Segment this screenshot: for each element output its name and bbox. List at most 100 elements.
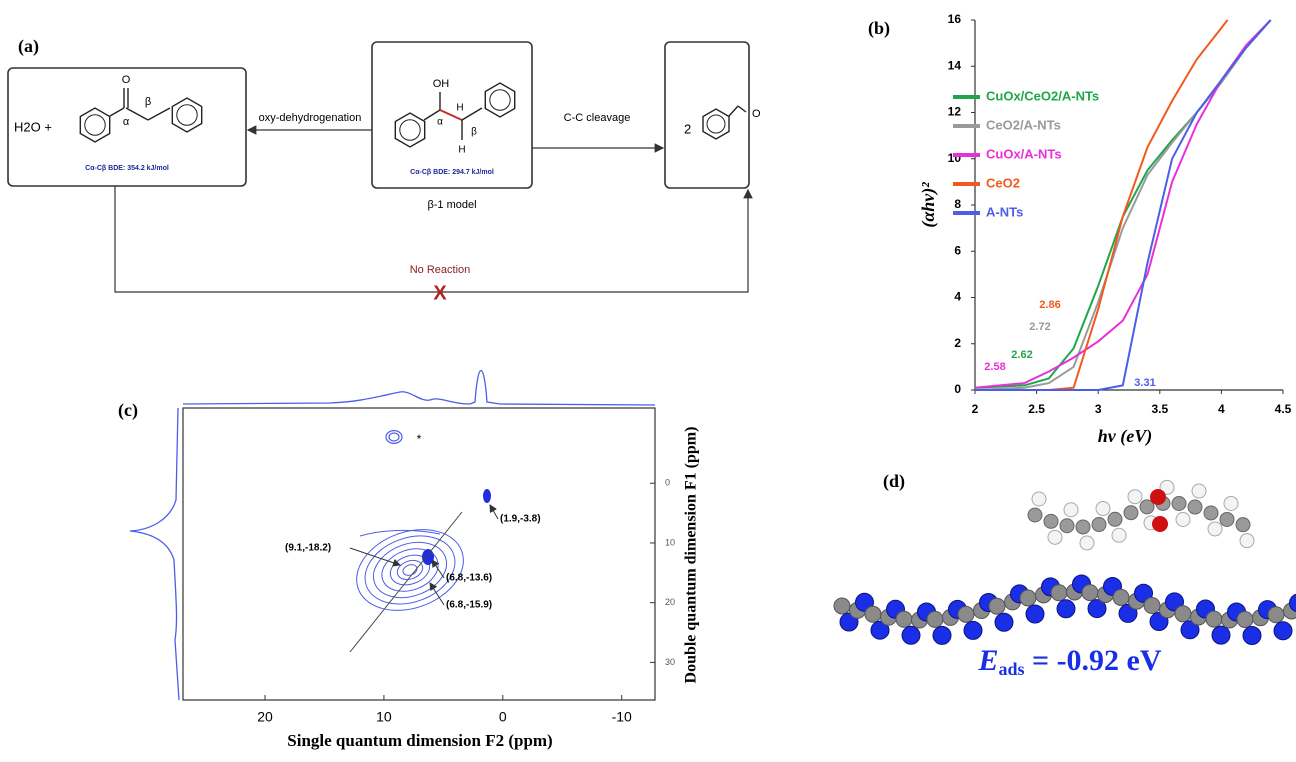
x-tick-label: 10 (376, 709, 392, 725)
x-tick-label: 2 (972, 402, 979, 416)
carbon-atom (1108, 512, 1122, 526)
x-tick-label: 4.5 (1275, 402, 1292, 416)
hydrogen-atom (1096, 502, 1110, 516)
nitrogen-atom (1243, 626, 1261, 644)
legend-label: CuOx/CeO2/A-NTs (986, 88, 1099, 103)
y-tick-label: 2 (954, 336, 961, 350)
x-tick-label: 0 (499, 709, 507, 725)
carbon-atom (865, 606, 881, 622)
energy-value: = -0.92 eV (1024, 644, 1161, 677)
x-tick-label: 20 (257, 709, 273, 725)
carbon-atom (1144, 598, 1160, 614)
x-tick-label: 4 (1218, 402, 1225, 416)
carbon-atom (896, 611, 912, 627)
carbon-atom (1236, 518, 1250, 532)
atom-label: H (458, 145, 465, 156)
figure: (a)H2O +OαβCα-Cβ BDE: 354.2 kJ/molOHαHHβ… (0, 0, 1296, 762)
nitrogen-atom (933, 626, 951, 644)
peak-blob (483, 489, 491, 503)
x-tick-label: 3 (1095, 402, 1102, 416)
greek-label: β (145, 96, 151, 108)
carbon-atom (1237, 611, 1253, 627)
legend-label: CuOx/A-NTs (986, 146, 1062, 161)
legend-label: A-NTs (986, 204, 1023, 219)
reagent-text: H2O + (14, 119, 52, 134)
x-axis-title: Single quantum dimension F2 (ppm) (287, 731, 552, 750)
bde-text: Cα-Cβ BDE: 354.2 kJ/mol (85, 165, 169, 172)
hydrogen-atom (1176, 512, 1190, 526)
energy-symbol: E (977, 644, 998, 677)
greek-label: α (437, 117, 443, 128)
y-tick-label: 14 (948, 58, 962, 72)
hydrogen-atom (1048, 530, 1062, 544)
nitrogen-atom (902, 626, 920, 644)
greek-label: α (123, 116, 130, 128)
carbon-atom (1082, 585, 1098, 601)
bde-text: Cα-Cβ BDE: 294.7 kJ/mol (410, 169, 494, 176)
nitrogen-atom (1057, 600, 1075, 618)
asterisk: * (417, 432, 422, 446)
carbon-atom (1044, 514, 1058, 528)
hydrogen-atom (1192, 484, 1206, 498)
arrow-label: C-C cleavage (564, 112, 631, 124)
peak-label: (1.9,-3.8) (500, 514, 541, 525)
x-tick-label: -10 (612, 709, 632, 725)
y-axis-title: (αhv)² (918, 182, 939, 228)
carbon-atom (1220, 512, 1234, 526)
y-axis-title: Double quantum dimension F1 (ppm) (683, 427, 700, 684)
y-tick-label: 16 (948, 12, 962, 26)
y-tick-label: 4 (954, 290, 961, 304)
y-tick-label: 10 (665, 537, 675, 547)
carbon-atom (1124, 506, 1138, 520)
y-tick-label: 0 (665, 478, 670, 488)
peak-label: (6.8,-13.6) (446, 573, 492, 584)
nitrogen-atom (1026, 605, 1044, 623)
hydrogen-atom (1032, 492, 1046, 506)
nitrogen-atom (1212, 626, 1230, 644)
band-gap-label: 3.31 (1134, 377, 1155, 389)
y-tick-label: 30 (665, 657, 675, 667)
carbon-atom (1206, 611, 1222, 627)
carbon-atom (1020, 590, 1036, 606)
y-tick-label: 0 (954, 382, 961, 396)
y-tick-label: 6 (954, 243, 961, 257)
greek-label: β (471, 127, 477, 138)
band-gap-label: 2.86 (1039, 299, 1060, 311)
panel-label: (b) (868, 18, 890, 39)
oxygen-atom (1150, 489, 1166, 505)
carbon-atom (1028, 508, 1042, 522)
panel-label: (d) (883, 471, 905, 492)
nitrogen-atom (1274, 622, 1292, 640)
hydrogen-atom (1224, 496, 1238, 510)
peak-label: (9.1,-18.2) (285, 543, 331, 554)
energy-subscript: ads (998, 659, 1024, 679)
y-tick-label: 8 (954, 197, 961, 211)
carbon-atom (1188, 500, 1202, 514)
hydrogen-atom (1240, 534, 1254, 548)
carbon-atom (989, 598, 1005, 614)
coefficient: 2 (684, 121, 691, 136)
nitrogen-atom (964, 621, 982, 639)
band-gap-label: 2.58 (984, 361, 1005, 373)
x-axis-title: hv (eV) (1098, 426, 1152, 447)
hydrogen-atom (1128, 490, 1142, 504)
carbon-atom (1060, 519, 1074, 533)
carbon-atom (1268, 607, 1284, 623)
hydrogen-atom (1080, 536, 1094, 550)
carbon-atom (1076, 520, 1090, 534)
carbon-atom (1204, 506, 1218, 520)
legend-label: CeO2/A-NTs (986, 117, 1061, 132)
hydrogen-atom (1112, 528, 1126, 542)
carbon-atom (834, 598, 850, 614)
panel-label: (c) (118, 400, 138, 421)
nitrogen-atom (995, 613, 1013, 631)
atom-label: O (752, 108, 761, 120)
arrow-label: No Reaction (410, 264, 471, 276)
y-tick-label: 12 (948, 105, 962, 119)
carbon-atom (1113, 589, 1129, 605)
panel-label: (a) (18, 36, 39, 57)
oxygen-atom (1152, 516, 1168, 532)
band-gap-label: 2.62 (1011, 349, 1032, 361)
carbon-atom (1092, 518, 1106, 532)
cross-mark: X (433, 282, 447, 304)
